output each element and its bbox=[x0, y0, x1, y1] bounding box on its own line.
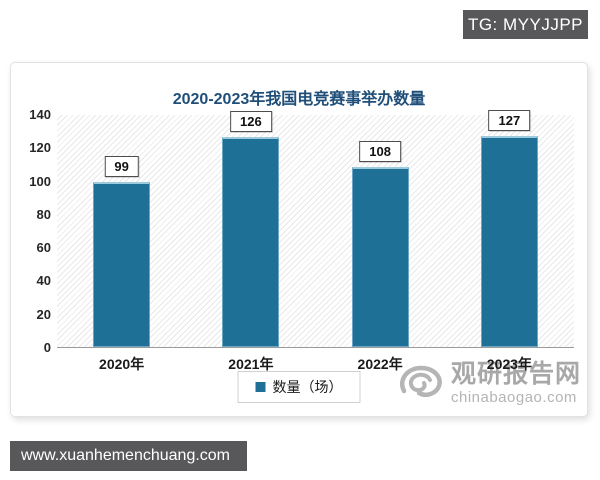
chart-title: 2020-2023年我国电竞赛事举办数量 bbox=[172, 91, 426, 108]
y-tick-label: 80 bbox=[36, 206, 51, 222]
site-url-bar: www.xuanhemenchuang.com bbox=[10, 441, 247, 471]
y-tick-label: 60 bbox=[36, 240, 51, 256]
watermark-logo-icon bbox=[400, 365, 442, 397]
y-tick-label: 140 bbox=[29, 107, 51, 122]
y-tick-label: 120 bbox=[29, 140, 51, 156]
legend-label: 数量（场） bbox=[272, 379, 343, 395]
y-tick-label: 20 bbox=[36, 306, 51, 322]
bar bbox=[222, 137, 280, 347]
plot-area: 99 126 108 127 bbox=[57, 109, 574, 348]
bar bbox=[480, 135, 538, 347]
y-tick-label: 40 bbox=[36, 273, 51, 289]
watermark: 观研报告网 chinabaogao.com bbox=[397, 362, 581, 406]
legend: 数量（场） bbox=[237, 371, 361, 403]
y-tick-label: 0 bbox=[43, 340, 51, 355]
bar-value-label: 108 bbox=[359, 141, 401, 163]
watermark-text: 观研报告网 chinabaogao.com bbox=[450, 360, 581, 407]
watermark-site-name: 观研报告网 bbox=[450, 360, 581, 388]
telegram-contact-badge: TG: MYYJJPP bbox=[463, 10, 588, 39]
y-tick-label: 100 bbox=[29, 173, 51, 189]
x-tick-label: 2021年 bbox=[228, 356, 274, 372]
bar bbox=[351, 167, 409, 347]
x-tick-label: 2020年 bbox=[99, 356, 145, 372]
bar-value-label: 126 bbox=[230, 111, 272, 133]
bar-value-label: 127 bbox=[488, 109, 531, 131]
legend-swatch-icon bbox=[255, 382, 266, 392]
bar bbox=[93, 182, 151, 347]
watermark-site-domain: chinabaogao.com bbox=[450, 389, 577, 406]
x-tick-label: 2022年 bbox=[357, 356, 403, 372]
chart-card: 2020-2023年我国电竞赛事举办数量 99 126 108 127 数量（场） 观… bbox=[10, 62, 588, 417]
x-tick-label: 2023年 bbox=[486, 356, 532, 372]
bar-value-label: 99 bbox=[104, 156, 139, 178]
